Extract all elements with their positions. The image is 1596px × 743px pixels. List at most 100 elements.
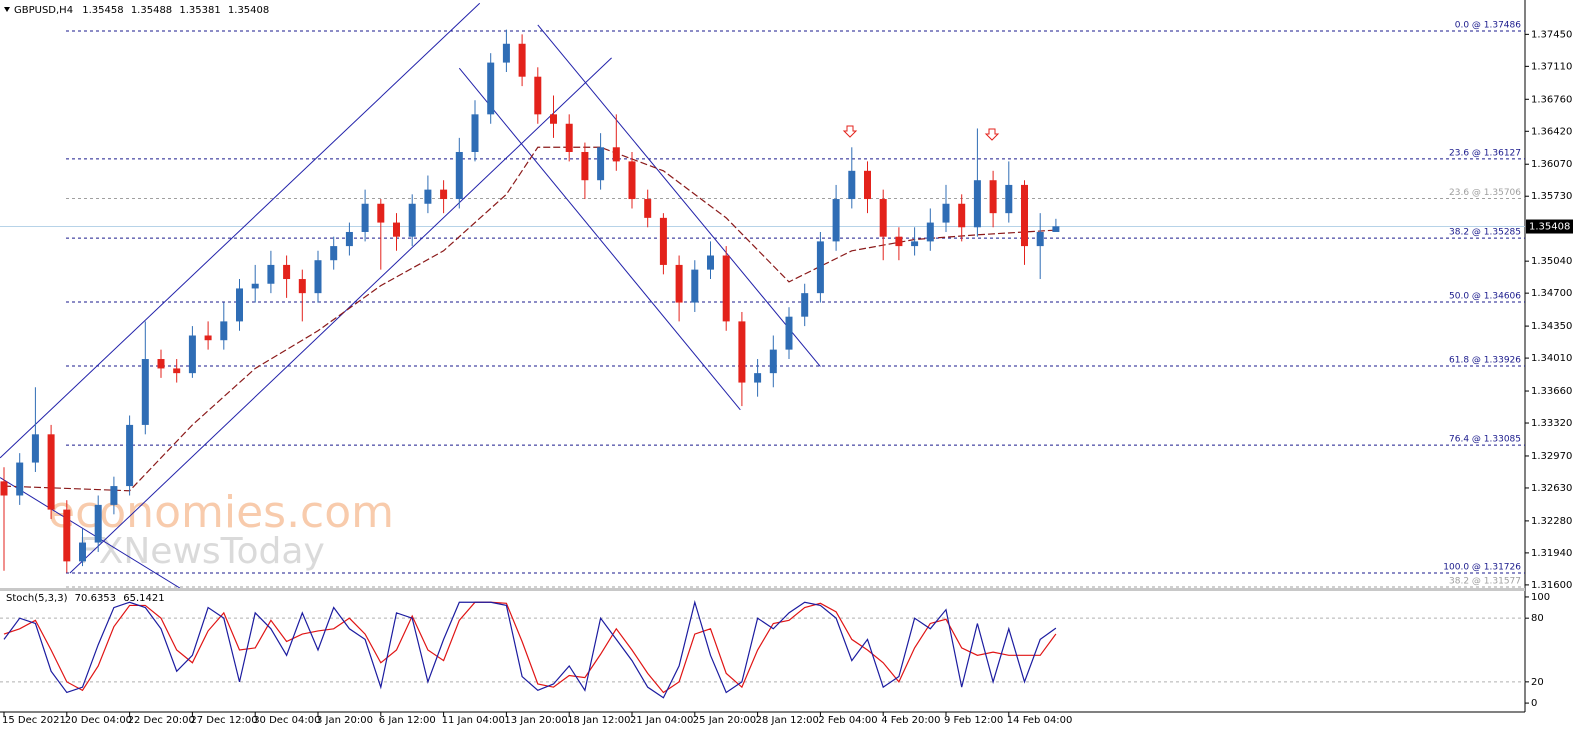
trendline (458, 67, 741, 411)
candle-body (361, 203, 369, 232)
header: GBPUSD,H4 1.35458 1.35488 1.35381 1.3540… (14, 5, 269, 16)
y-tick-label: 1.36760 (1531, 94, 1572, 105)
x-tick-label: 4 Feb 20:00 (881, 715, 940, 726)
header-icon (4, 7, 10, 12)
candle-body (94, 504, 102, 543)
y-tick-label: 1.36070 (1531, 159, 1572, 170)
current-price-box (1526, 219, 1573, 234)
x-tick-label: 28 Jan 12:00 (756, 715, 819, 726)
candle-body (534, 76, 542, 115)
candle-body (722, 255, 730, 322)
y-tick-label: 1.31940 (1531, 548, 1572, 559)
candle-body (707, 255, 714, 270)
candle-body (911, 241, 919, 247)
candle-body (126, 424, 134, 487)
sell-arrow (984, 128, 1000, 141)
fib-label: 0.0 @ 1.37486 (1455, 20, 1522, 30)
candle-body (1005, 184, 1013, 214)
candle-body (440, 189, 448, 200)
candle-body (1036, 231, 1044, 247)
candle-body (816, 241, 824, 294)
candle-body (393, 222, 400, 237)
x-tick-label: 30 Dec 04:00 (253, 715, 320, 726)
candle-body (1052, 226, 1060, 232)
stoch-header: Stoch(5,3,3) 70.6353 65.1421 (6, 593, 165, 604)
x-tick-label: 27 Dec 12:00 (190, 715, 257, 726)
candle-body (314, 260, 322, 294)
candle-body (973, 180, 981, 228)
x-tick-label: 13 Jan 20:00 (504, 715, 567, 726)
candle-body (879, 199, 887, 237)
candle-body (251, 283, 259, 289)
candle-body (832, 199, 840, 242)
x-tick-label: 15 Dec 2021 (2, 715, 66, 726)
fib-label: 23.6 @ 1.35706 (1449, 188, 1521, 198)
candle-body (942, 203, 950, 223)
y-tick-label: 1.31600 (1531, 580, 1572, 591)
y-tick-label: 1.34350 (1531, 321, 1572, 332)
y-tick-label: 1.35730 (1531, 191, 1572, 202)
candle-body (801, 293, 809, 317)
candle-body (659, 217, 667, 265)
candle-body (958, 203, 966, 228)
y-tick-label: 1.35040 (1531, 256, 1572, 267)
candle-body (283, 264, 291, 280)
candle-body (738, 321, 746, 383)
candle-body (644, 199, 652, 218)
candle-body (455, 151, 463, 200)
candle-body (204, 335, 212, 341)
candle-body (675, 264, 683, 303)
fib-label: 38.2 @ 1.35285 (1449, 228, 1521, 238)
candle-body (597, 147, 605, 181)
fib-label: 100.0 @ 1.31726 (1443, 563, 1521, 573)
header-high: 1.35488 (131, 5, 172, 16)
moving-average (3, 146, 1056, 492)
x-tick-label: 14 Feb 04:00 (1007, 715, 1073, 726)
candle-body (220, 321, 228, 341)
y-tick-label: 1.37450 (1531, 29, 1572, 40)
candle-body (628, 161, 636, 200)
trendline (0, 2, 481, 459)
axes: 1.37450 1.37110 1.36760 1.36420 1.36070 1.357… (2, 29, 1573, 726)
header-open: 1.35458 (82, 5, 123, 16)
x-tick-label: 18 Jan 12:00 (567, 715, 630, 726)
candle-body (408, 203, 416, 237)
x-tick-label: 11 Jan 04:00 (442, 715, 505, 726)
header-close: 1.35408 (228, 5, 269, 16)
x-tick-label: 22 Dec 20:00 (128, 715, 195, 726)
candle-body (345, 231, 353, 247)
y-tick-label: 1.34010 (1531, 353, 1572, 364)
candle-body (188, 335, 196, 374)
candle-body (31, 434, 39, 463)
candle-body (926, 222, 934, 242)
candle-body (79, 542, 86, 562)
candle-body (141, 359, 149, 425)
candle-body (267, 264, 275, 284)
candle-body (298, 279, 306, 294)
candle-body (848, 170, 856, 200)
candle-body (110, 486, 118, 505)
x-tick-label: 21 Jan 04:00 (630, 715, 693, 726)
candle-body (754, 373, 762, 383)
fib-label: 76.4 @ 1.33085 (1449, 435, 1521, 445)
panel-separator (0, 588, 1525, 591)
stoch-main-value: 70.6353 (75, 593, 116, 604)
fib-label: 50.0 @ 1.34606 (1449, 291, 1521, 301)
y-tick-label: 1.33320 (1531, 418, 1572, 429)
candle-body (487, 62, 495, 115)
candle-body (518, 43, 526, 77)
candle-body (330, 246, 338, 261)
fib-label: 38.2 @ 1.31577 (1449, 577, 1521, 587)
x-tick-label: 25 Jan 20:00 (693, 715, 756, 726)
candle-body (769, 349, 777, 374)
stoch-signal-value: 65.1421 (123, 593, 164, 604)
fib-label: 61.8 @ 1.33926 (1449, 355, 1521, 365)
symbol: GBPUSD,H4 (14, 5, 73, 16)
candle-body (550, 114, 557, 124)
y-tick-label: 1.34700 (1531, 288, 1572, 299)
trendline (0, 477, 181, 588)
y-tick-label: 1.32630 (1531, 483, 1572, 494)
stoch-title: Stoch(5,3,3) (6, 593, 68, 604)
y-tick-label: 1.36420 (1531, 126, 1572, 137)
